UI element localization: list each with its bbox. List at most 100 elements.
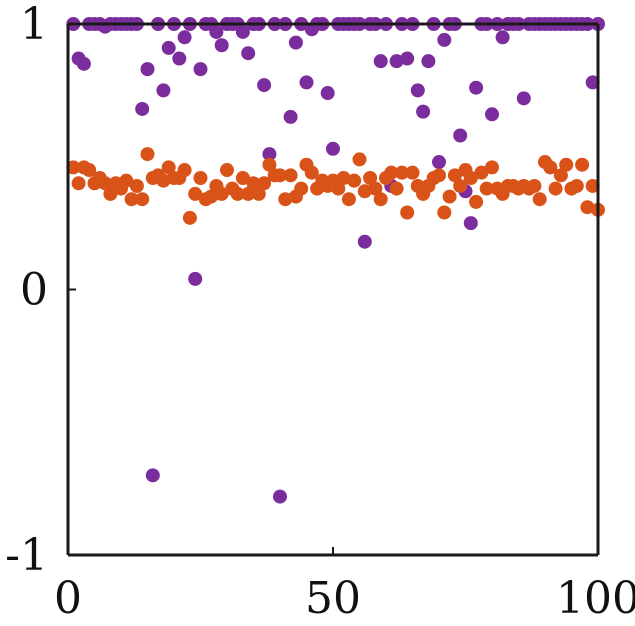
- data-point: [241, 46, 256, 61]
- data-point: [262, 147, 277, 162]
- data-point: [294, 181, 309, 196]
- data-point: [273, 168, 287, 183]
- data-point: [416, 104, 431, 119]
- data-point: [182, 210, 197, 225]
- data-point: [479, 181, 494, 196]
- data-point: [320, 86, 335, 101]
- y-tick-label: 1: [20, 0, 48, 50]
- data-point: [485, 107, 499, 122]
- data-point: [352, 152, 367, 167]
- data-point: [82, 163, 97, 178]
- axes: [66, 22, 600, 557]
- data-point: [469, 80, 484, 95]
- data-point: [532, 192, 547, 207]
- data-point: [326, 141, 340, 156]
- data-point: [76, 56, 91, 71]
- y-tick-label: -1: [5, 530, 48, 581]
- data-point: [214, 186, 229, 201]
- data-point: [235, 170, 250, 185]
- data-point: [553, 168, 568, 183]
- data-point: [548, 181, 563, 196]
- data-point: [474, 165, 489, 180]
- data-point: [71, 176, 86, 191]
- data-point: [585, 178, 600, 193]
- data-point: [119, 173, 134, 188]
- data-point: [161, 40, 176, 55]
- data-point: [447, 168, 462, 183]
- data-point: [124, 192, 139, 207]
- data-point: [262, 157, 277, 172]
- data-points: [66, 17, 605, 504]
- data-point: [575, 157, 590, 172]
- data-point: [569, 178, 584, 193]
- data-point: [469, 194, 484, 209]
- data-point: [373, 54, 388, 69]
- data-point: [389, 54, 404, 69]
- data-point: [410, 83, 425, 98]
- data-point: [209, 24, 224, 39]
- data-point: [103, 186, 118, 201]
- data-point: [230, 186, 245, 201]
- data-point: [214, 38, 229, 53]
- data-point: [463, 216, 478, 231]
- data-point: [421, 54, 436, 69]
- data-point: [156, 83, 171, 98]
- y-tick-label: 0: [20, 265, 48, 316]
- data-point: [161, 160, 176, 175]
- data-point: [400, 205, 415, 220]
- data-point: [368, 181, 383, 196]
- data-point: [246, 176, 261, 191]
- data-point: [98, 176, 113, 191]
- data-point: [177, 30, 192, 45]
- data-point: [527, 178, 542, 193]
- data-point: [442, 189, 457, 204]
- data-point: [485, 160, 499, 175]
- data-point: [543, 160, 558, 175]
- data-point: [135, 192, 150, 207]
- data-point: [172, 51, 187, 66]
- data-point: [188, 271, 203, 286]
- data-point: [437, 32, 452, 47]
- data-point: [283, 168, 298, 183]
- data-point: [331, 181, 346, 196]
- data-point: [405, 165, 420, 180]
- data-point: [66, 160, 81, 175]
- data-point: [288, 35, 303, 50]
- data-point: [400, 51, 415, 66]
- data-point: [357, 234, 372, 249]
- x-tick-label: 50: [305, 573, 361, 624]
- data-point: [304, 165, 319, 180]
- data-point: [140, 147, 155, 162]
- data-point: [432, 155, 446, 170]
- data-point: [278, 192, 293, 207]
- ticks: 0 50 100-101: [5, 0, 635, 624]
- data-point: [204, 189, 219, 204]
- series-2: [66, 147, 605, 225]
- data-point: [188, 186, 203, 201]
- data-point: [156, 173, 171, 188]
- data-point: [251, 186, 266, 201]
- data-point: [373, 192, 388, 207]
- data-point: [453, 178, 468, 193]
- data-point: [394, 165, 409, 180]
- series-1: [66, 17, 605, 504]
- x-tick-label: 0: [54, 573, 82, 624]
- x-tick-label: 100: [556, 573, 635, 624]
- data-point: [140, 62, 155, 77]
- data-point: [384, 165, 399, 180]
- data-point: [336, 170, 351, 185]
- data-point: [357, 184, 372, 199]
- data-point: [347, 173, 362, 188]
- data-point: [257, 176, 272, 191]
- data-point: [129, 178, 144, 193]
- data-point: [299, 75, 314, 90]
- data-point: [585, 75, 600, 90]
- data-point: [495, 30, 510, 45]
- data-point: [135, 101, 150, 116]
- data-point: [273, 489, 287, 504]
- data-point: [341, 192, 356, 207]
- data-point: [437, 205, 452, 220]
- data-point: [220, 163, 234, 178]
